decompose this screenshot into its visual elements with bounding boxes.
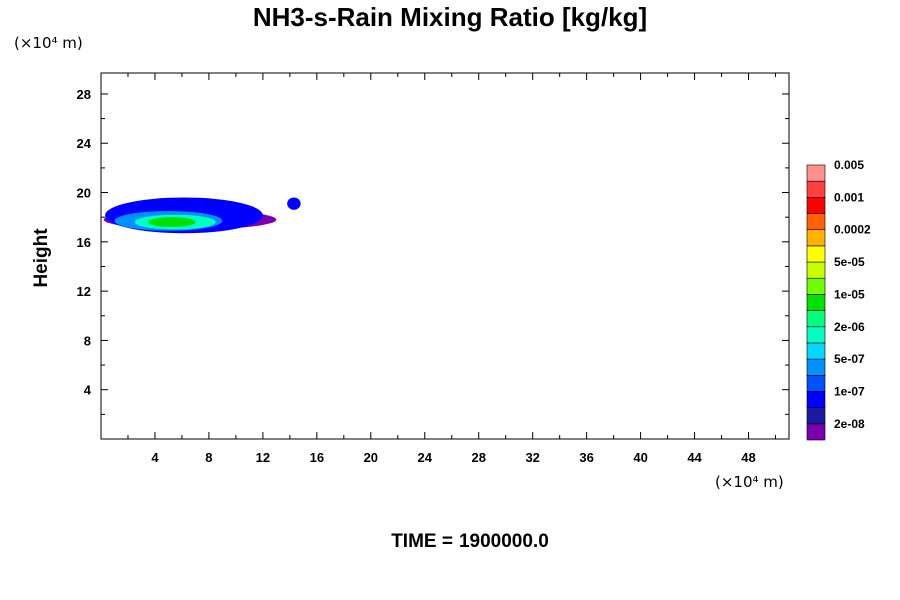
colorbar-swatch xyxy=(806,310,826,328)
colorbar-swatch xyxy=(806,407,826,425)
x-tick-label: 4 xyxy=(151,450,159,465)
time-label: TIME = xyxy=(391,531,453,552)
field-region-4 xyxy=(148,217,196,228)
y-tick-label: 20 xyxy=(77,186,91,201)
colorbar-label: 0.005 xyxy=(834,158,864,172)
colorbar-swatch xyxy=(806,277,826,295)
colorbar-swatch xyxy=(806,374,826,392)
x-tick-label: 16 xyxy=(310,450,324,465)
colorbar-label: 2e-06 xyxy=(834,320,865,334)
x-tick-label: 20 xyxy=(364,450,378,465)
colorbar-swatch xyxy=(806,164,826,182)
colorbar-label: 5e-05 xyxy=(834,255,865,269)
colorbar-swatch xyxy=(806,197,826,214)
colorbar-swatch xyxy=(806,423,826,441)
colorbar-label: 1e-05 xyxy=(834,287,865,301)
colorbar-swatch xyxy=(806,326,826,344)
x-tick-label: 8 xyxy=(205,450,212,465)
x-tick-label: 12 xyxy=(256,450,270,465)
colorbar-swatch xyxy=(806,294,826,311)
x-axis-unit: (×10⁴ m) xyxy=(715,473,784,491)
y-tick-label: 16 xyxy=(77,235,91,250)
y-tick-label: 28 xyxy=(77,87,91,102)
y-tick-label: 8 xyxy=(84,333,91,348)
colorbar-swatch xyxy=(806,229,826,247)
colorbar: 2e-08 1e-07 5e-07 2e-06 1e-05 5e-05 0.0002 0.00… xyxy=(806,158,871,441)
colorbar-label: 5e-07 xyxy=(834,352,865,366)
colorbar-swatch xyxy=(806,358,826,376)
field-region-5 xyxy=(287,197,301,210)
colorbar-swatch xyxy=(806,213,826,231)
x-tick-label: 36 xyxy=(579,450,593,465)
plot-frame xyxy=(100,72,790,440)
colorbar-label: 1e-07 xyxy=(834,384,865,398)
x-tick-label: 44 xyxy=(687,450,702,465)
y-tick-label: 12 xyxy=(77,284,91,299)
x-tick-label: 48 xyxy=(741,450,755,465)
colorbar-swatch xyxy=(806,342,826,360)
time-readout: TIME = 1900000.0 xyxy=(0,531,900,553)
x-tick-label: 40 xyxy=(633,450,647,465)
colorbar-label: 0.001 xyxy=(834,190,864,204)
time-value: 1900000.0 xyxy=(458,531,549,552)
x-tick-label: 32 xyxy=(525,450,539,465)
x-tick-label: 28 xyxy=(471,450,485,465)
colorbar-label: 2e-08 xyxy=(834,417,865,431)
chart-title: NH3-s-Rain Mixing Ratio [kg/kg] xyxy=(252,2,648,32)
colorbar-swatch xyxy=(806,261,826,279)
colorbar-label: 0.0002 xyxy=(834,223,871,237)
x-tick-label: 24 xyxy=(418,450,433,465)
colorbar-swatch xyxy=(806,180,826,198)
y-tick-label: 24 xyxy=(77,136,92,151)
y-axis-unit: (×10⁴ m) xyxy=(14,34,83,52)
field-layer xyxy=(103,197,301,234)
colorbar-swatch xyxy=(806,245,826,263)
y-tick-label: 4 xyxy=(84,383,92,398)
colorbar-swatch xyxy=(806,391,826,408)
